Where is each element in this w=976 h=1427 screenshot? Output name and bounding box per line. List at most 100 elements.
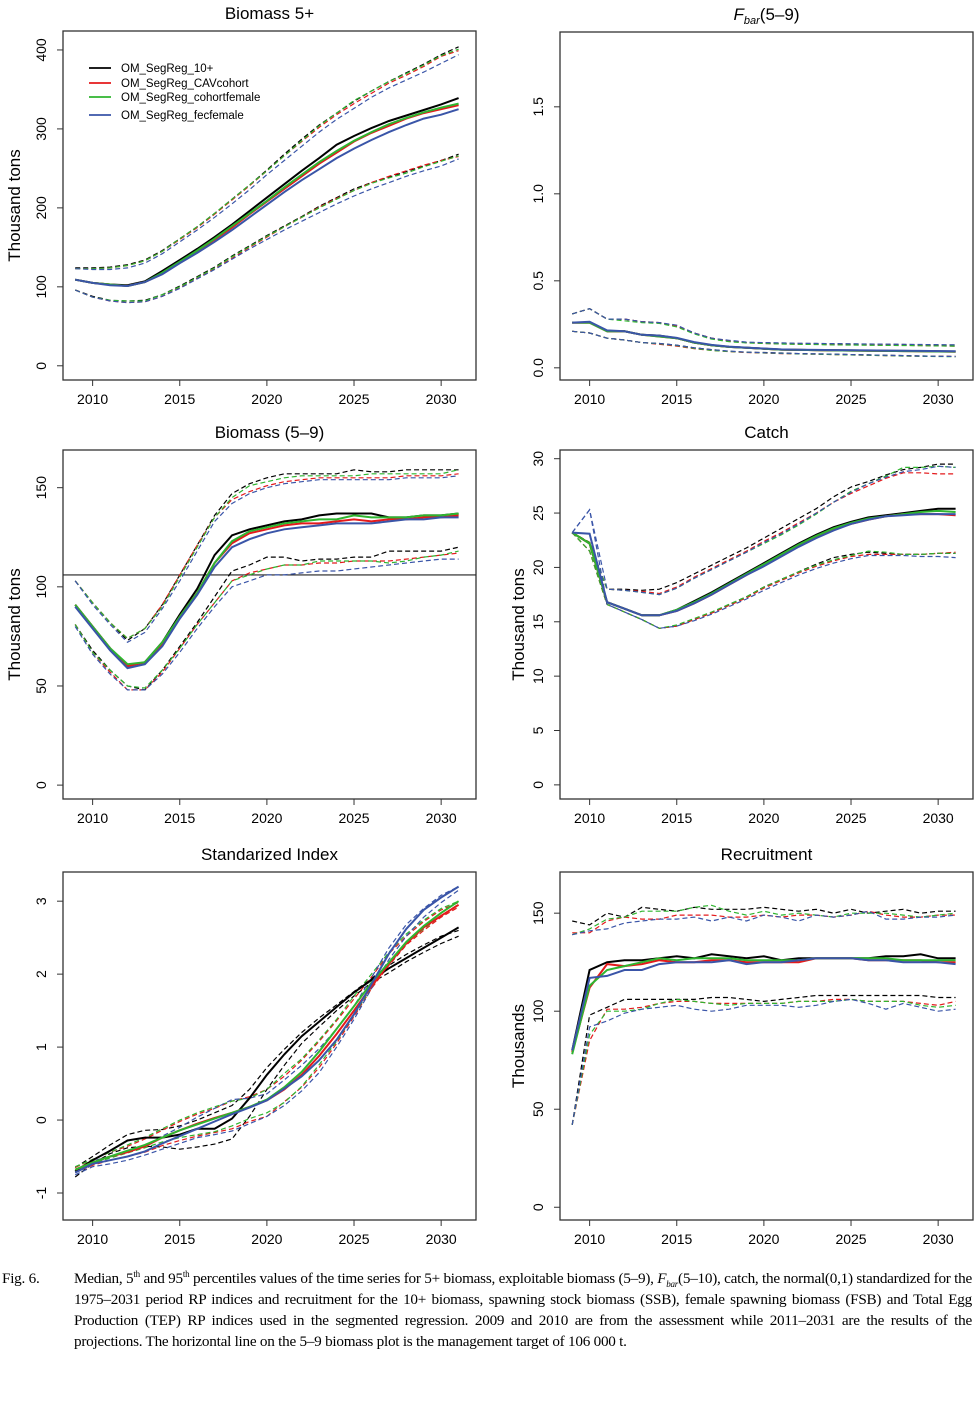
series-p95-line-3 — [74, 886, 459, 1172]
series-median-line-1 — [571, 957, 956, 1053]
legend-label: OM_SegReg_10+ — [121, 63, 214, 75]
y-tick-label: 0 — [33, 781, 49, 789]
y-axis-label: Thousands — [509, 1004, 528, 1088]
chart-panel-recruitment: Recruitment Thousands 2010 2015 2020 2025 2030… — [509, 845, 974, 1247]
series-p5-line-2 — [74, 155, 459, 302]
x-tick-label: 2015 — [164, 810, 195, 826]
x-tick-label: 2025 — [338, 1231, 369, 1247]
y-tick-label: 1.5 — [530, 97, 546, 117]
series-p95-line-0 — [74, 469, 459, 642]
y-tick-label: 1 — [33, 1043, 49, 1051]
series-median-line-3 — [74, 885, 460, 1174]
series-p95-line-3 — [75, 54, 459, 271]
series-p95-line-0 — [572, 308, 956, 346]
caption-text-part: percentiles values of the time series fo… — [189, 1270, 658, 1287]
x-tick-label: 2015 — [164, 1231, 195, 1247]
series-p95-line-1 — [74, 473, 459, 640]
x-tick-label: 2015 — [661, 391, 692, 407]
series-median-line-0 — [571, 507, 956, 617]
caption-superscript: th — [133, 1268, 140, 1279]
legend: OM_SegReg_10+ OM_SegReg_CAVcohort OM_SegRe… — [89, 63, 260, 122]
x-tick-label: 2025 — [835, 1231, 866, 1247]
y-tick-label: 100 — [33, 275, 49, 299]
y-tick-label: -1 — [33, 1187, 49, 1200]
y-tick-label: 3 — [33, 897, 49, 905]
series-median-line-1 — [74, 514, 459, 668]
series-median-line-3 — [572, 320, 956, 353]
chart-title: Recruitment — [721, 845, 813, 864]
y-tick-label: 50 — [33, 678, 49, 694]
x-tick-label: 2020 — [251, 391, 282, 407]
x-tick-label: 2015 — [661, 1231, 692, 1247]
x-tick-label: 2030 — [426, 391, 457, 407]
series-p5-line-3 — [74, 889, 459, 1176]
y-tick-label: 0.5 — [530, 271, 546, 291]
x-tick-label: 2025 — [835, 810, 866, 826]
legend-label: OM_SegReg_fecfemale — [121, 110, 244, 122]
x-tick-label: 2030 — [923, 391, 954, 407]
series-p95-line-3 — [572, 910, 956, 936]
plot-frame — [559, 871, 974, 1221]
x-tick-label: 2010 — [77, 1231, 108, 1247]
chart-title: Fbar(5–9) — [734, 5, 800, 27]
series-p5-line-2 — [571, 532, 956, 629]
series-p95-line-0 — [74, 929, 459, 1169]
series-p95-line-2 — [74, 469, 459, 640]
chart-panel-fbar: Fbar(5–9) 2010 2015 2020 2025 2030 0.0 0.5 1.0 1.… — [530, 5, 974, 407]
y-tick-label: 1.0 — [530, 184, 546, 204]
x-tick-label: 2010 — [77, 391, 108, 407]
chart-title: Biomass 5+ — [225, 4, 314, 23]
series-median-line-3 — [572, 513, 956, 617]
y-axis-label: Thousand tons — [5, 149, 24, 261]
x-tick-label: 2020 — [251, 1231, 282, 1247]
y-tick-label: 400 — [33, 38, 49, 62]
caption-text-part: (5–10), catch, the normal(0,1) standardi… — [74, 1270, 972, 1350]
x-tick-label: 2030 — [923, 1231, 954, 1247]
x-tick-label: 2025 — [338, 391, 369, 407]
series-median-line-0 — [571, 953, 956, 1051]
x-tick-label: 2020 — [748, 391, 779, 407]
series-p5-line-1 — [74, 552, 459, 691]
chart-panel-biomass5plus: Biomass 5+ Thousand tons 2010 2015 2020 2025 2… — [5, 4, 477, 407]
x-tick-label: 2030 — [923, 810, 954, 826]
y-tick-label: 5 — [530, 726, 546, 734]
series-p5-line-0 — [74, 546, 459, 691]
y-tick-label: 25 — [530, 505, 546, 521]
x-tick-label: 2010 — [574, 391, 605, 407]
y-tick-label: 100 — [530, 999, 546, 1023]
series-p5-line-3 — [74, 158, 459, 304]
y-tick-label: 100 — [33, 575, 49, 599]
series-p95-line-3 — [572, 308, 956, 346]
series-median-line-2 — [571, 957, 956, 1055]
series-p5-line-3 — [572, 330, 956, 358]
y-tick-label: 150 — [33, 476, 49, 500]
series-median-line-3 — [74, 516, 459, 670]
y-tick-label: 2 — [33, 970, 49, 978]
series-p5-line-3 — [571, 998, 956, 1126]
series-p95-line-2 — [571, 465, 956, 596]
series-p5-line-0 — [74, 153, 459, 302]
chart-panel-biomass59: Biomass (5–9) Thousand tons 2010 2015 2020 20… — [5, 423, 477, 826]
series-p95-line-2 — [572, 308, 956, 347]
x-tick-label: 2010 — [574, 810, 605, 826]
series-p95-line-2 — [75, 48, 459, 270]
y-tick-label: 10 — [530, 668, 546, 684]
series-p5-line-0 — [571, 994, 956, 1125]
series-p95-line-1 — [74, 902, 459, 1169]
y-axis-label: Thousand tons — [5, 568, 24, 680]
caption-superscript: th — [182, 1268, 190, 1279]
y-tick-label: 0.0 — [530, 358, 546, 378]
plot-frame — [559, 449, 974, 800]
series-median-line-0 — [74, 512, 459, 668]
y-tick-label: 0 — [530, 781, 546, 789]
series-p5-line-3 — [74, 558, 459, 691]
chart-title: Catch — [744, 423, 788, 442]
caption-text-part: Median, 5 — [74, 1270, 134, 1287]
y-tick-label: 300 — [33, 117, 49, 141]
series-median-line-2 — [75, 102, 459, 288]
y-tick-label: 30 — [530, 451, 546, 467]
title-f-symbol: F — [734, 5, 746, 24]
y-tick-label: 0 — [530, 1203, 546, 1211]
figure-panels: Biomass 5+ Thousand tons 2010 2015 2020 2025 2… — [5, 4, 974, 1247]
series-median-line-0 — [74, 926, 460, 1172]
